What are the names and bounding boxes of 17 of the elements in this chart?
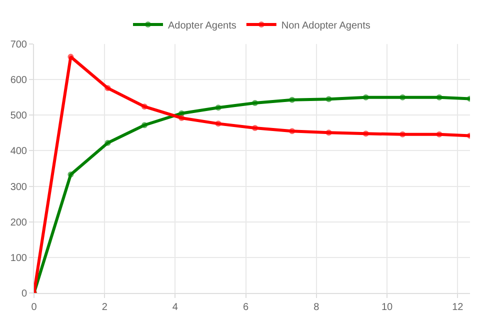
legend-label: Non Adopter Agents bbox=[281, 20, 370, 32]
x-tick-label: 2 bbox=[102, 302, 108, 313]
y-tick-label: 600 bbox=[10, 75, 28, 86]
x-tick-label: 6 bbox=[243, 302, 250, 313]
y-tick-label: 300 bbox=[10, 182, 28, 193]
x-tick-label: 4 bbox=[172, 302, 178, 313]
y-tick-label: 500 bbox=[10, 110, 28, 122]
y-tick-label: 400 bbox=[10, 146, 28, 158]
y-tick-label: 700 bbox=[10, 40, 28, 50]
x-tick-label: 12 bbox=[452, 302, 464, 313]
x-tick-label: 10 bbox=[381, 302, 394, 313]
legend-label: Adopter Agents bbox=[168, 20, 236, 32]
y-tick-label: 100 bbox=[10, 252, 28, 264]
x-tick-label: 0 bbox=[31, 302, 38, 313]
y-tick-label: 0 bbox=[21, 288, 28, 300]
y-tick-label: 200 bbox=[10, 217, 28, 228]
x-tick-label: 8 bbox=[314, 302, 320, 313]
